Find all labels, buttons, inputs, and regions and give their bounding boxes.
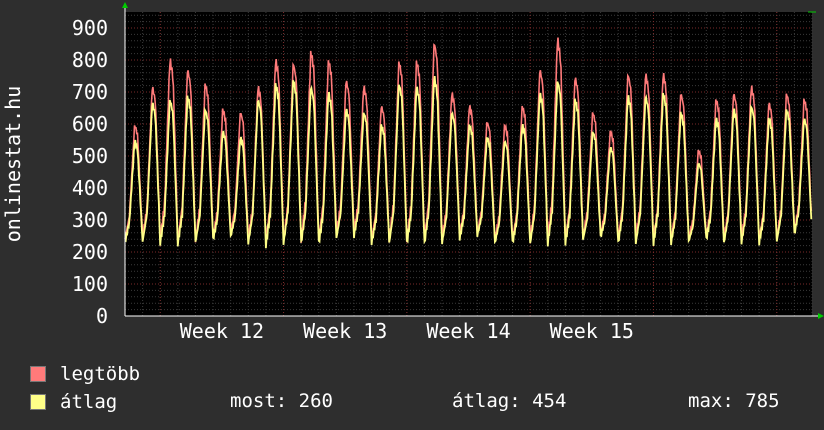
x-axis-arrow <box>818 313 824 319</box>
chart: 0 100 200 300 400 500 600 700 800 900 Week 12 Week … <box>1 2 824 343</box>
stat-max: max: 785 <box>688 390 780 412</box>
legend-swatch-atlag <box>30 394 46 410</box>
stat-atlag-label: átlag: <box>452 390 521 412</box>
y-tick-label: 500 <box>72 144 108 168</box>
x-tick-label: Week 13 <box>303 319 387 343</box>
legend-item-atlag: átlag <box>30 390 117 414</box>
y-tick-label: 900 <box>72 16 108 40</box>
stat-most-label: most: <box>230 390 288 412</box>
x-tick-label: Week 15 <box>550 319 634 343</box>
stat-max-value: 785 <box>745 390 780 412</box>
stat-max-label: max: <box>688 390 734 412</box>
series-line-atlag <box>124 76 813 249</box>
y-tick-label: 100 <box>72 272 108 296</box>
y-tick-label: 600 <box>72 112 108 136</box>
y-tick-label: 200 <box>72 240 108 264</box>
y-tick-label: 300 <box>72 208 108 232</box>
x-tick-label: Week 14 <box>426 319 510 343</box>
legend-label-legtobb: legtöbb <box>60 363 141 385</box>
stat-atlag: átlag: 454 <box>452 390 566 412</box>
y-tick-label: 700 <box>72 80 108 104</box>
stat-most-value: 260 <box>298 390 333 412</box>
legend-item-legtobb: legtöbb <box>30 362 140 386</box>
y-tick-label: 400 <box>72 176 108 200</box>
stat-atlag-value: 454 <box>532 390 567 412</box>
y-tick-label: 0 <box>96 304 108 328</box>
stat-most: most: 260 <box>230 390 333 412</box>
legend-swatch-legtobb <box>30 366 46 382</box>
y-axis-arrow <box>122 2 128 8</box>
legend-label-atlag: átlag <box>60 391 118 413</box>
x-tick-label: Week 12 <box>180 319 264 343</box>
y-tick-label: 800 <box>72 48 108 72</box>
y-axis-title: onlinestat.hu <box>1 86 25 243</box>
